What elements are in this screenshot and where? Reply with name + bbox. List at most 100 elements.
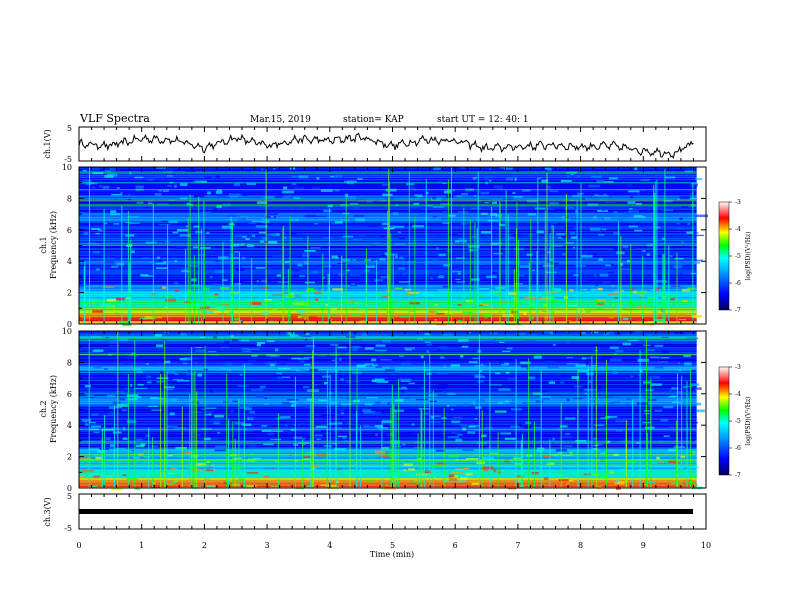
frequency-tick-label: 0	[67, 484, 72, 493]
spectrogram-cell	[303, 356, 314, 358]
spectrogram-cell	[298, 175, 309, 179]
spectrogram-cell	[343, 414, 347, 417]
spectrogram-band	[79, 470, 697, 472]
spectrogram-band	[79, 175, 697, 177]
spectrogram-cell	[567, 409, 570, 412]
spectrogram-spike	[327, 273, 329, 324]
spectrogram-cell	[329, 175, 335, 178]
chart-title: VLF Spectra	[79, 112, 150, 125]
spectrogram-cell	[106, 475, 113, 478]
spectrogram-cell	[293, 436, 306, 440]
spectrogram-cell	[204, 478, 211, 480]
spectrogram-cell	[390, 269, 395, 272]
spectrogram-line	[79, 473, 697, 475]
spectrogram-line	[79, 314, 697, 316]
spectrogram-cell	[354, 206, 360, 209]
spectrogram-cell	[313, 384, 319, 386]
spectrogram-band	[79, 461, 697, 463]
spectrogram-cell	[457, 304, 462, 306]
spectrogram-cell	[456, 293, 465, 295]
spectrogram-cell	[661, 350, 669, 353]
spectrogram-spike	[576, 199, 578, 324]
spectrogram-spike	[193, 255, 195, 324]
spectrogram-cell	[84, 384, 91, 388]
spectrogram-cell	[547, 185, 552, 189]
spectrogram-cell	[405, 257, 417, 261]
spectrogram-cell	[115, 391, 124, 393]
colorbar-tick-label: -6	[735, 445, 741, 452]
spectrogram-cell	[499, 361, 505, 365]
spectrogram-cell	[434, 215, 438, 218]
spectrogram-cell	[644, 389, 654, 391]
spectrogram-cell	[192, 180, 200, 183]
spectrogram-cell	[537, 177, 541, 179]
spectrogram-cell	[337, 422, 343, 425]
spectrogram-cell	[593, 216, 597, 219]
spectrogram-cell	[621, 217, 627, 219]
spectrogram-cell	[687, 421, 698, 424]
frequency-tick-label: 10	[62, 327, 72, 336]
spectrogram-cell	[398, 387, 408, 390]
spectrogram-cell	[540, 397, 550, 400]
spectrogram-cell	[620, 397, 631, 400]
spectrogram-cell	[287, 398, 299, 401]
spectrogram-cell	[368, 225, 378, 227]
spectrogram-cell	[662, 237, 665, 240]
spectrogram-cell	[85, 423, 88, 426]
spectrogram-cell	[382, 193, 393, 196]
spectrogram-cell	[275, 460, 280, 463]
spectrogram-cell	[95, 268, 100, 271]
spectrogram-cell	[177, 379, 189, 382]
spectrogram-band	[79, 475, 697, 477]
spectrogram-cell	[146, 363, 149, 365]
spectrogram-cell	[480, 191, 490, 195]
spectrogram-cell	[90, 425, 102, 428]
spectrogram-cell	[694, 483, 698, 486]
spectrogram-band	[79, 346, 697, 348]
spectrogram-cell	[399, 355, 404, 357]
spectrogram-band	[79, 416, 697, 418]
spectrogram-cell	[600, 356, 612, 359]
spectrogram-cell	[381, 447, 390, 450]
spectrogram-cell	[215, 191, 223, 194]
spectrogram-cell	[532, 269, 535, 272]
spectrogram-cell	[159, 398, 165, 400]
spectrogram-cell	[315, 425, 327, 429]
spectrogram-cell	[93, 431, 100, 434]
spectrogram-cell	[258, 231, 266, 234]
spectrogram-cell	[148, 179, 153, 181]
spectrogram-cell	[654, 365, 664, 369]
spectrogram-cell	[285, 365, 288, 368]
spectrogram-cell	[671, 401, 682, 404]
spectrogram-cell	[151, 445, 158, 448]
spectrogram-cell	[375, 433, 378, 436]
spectrogram-cell	[663, 405, 674, 409]
spectrogram-cell	[194, 195, 197, 198]
spectrogram-cell	[354, 214, 364, 217]
spectrogram-cell	[374, 378, 385, 381]
spectrogram-cell	[455, 278, 461, 280]
spectrogram-cell	[478, 200, 481, 203]
spectrogram-cell	[603, 332, 610, 336]
spectrogram-spike	[164, 374, 166, 488]
spectrogram-cell	[569, 199, 575, 201]
spectrogram-cell	[248, 416, 256, 420]
spectrogram-cell	[420, 355, 424, 359]
spectrogram-cell	[139, 317, 147, 320]
ch1-colorbar-label: log(PSD)(V²/Hz)	[745, 232, 752, 281]
spectrogram-cell	[381, 183, 390, 186]
spectrogram-cell	[387, 349, 394, 352]
spectrogram-cell	[394, 287, 403, 290]
spectrogram-band	[79, 463, 697, 465]
spectrogram-cell	[506, 347, 513, 350]
ch3-ytick-bottom: -5	[64, 524, 72, 533]
spectrogram-cell	[261, 236, 269, 240]
spectrogram-cell	[613, 211, 618, 213]
spectrogram-cell	[608, 316, 614, 319]
spectrogram-cell	[681, 300, 688, 303]
time-tick-label: 0	[76, 541, 81, 550]
spectrogram-cell	[364, 426, 375, 428]
spectrogram-cell	[238, 194, 243, 196]
spectrogram-cell	[654, 409, 662, 412]
spectrogram-cell	[498, 388, 511, 391]
